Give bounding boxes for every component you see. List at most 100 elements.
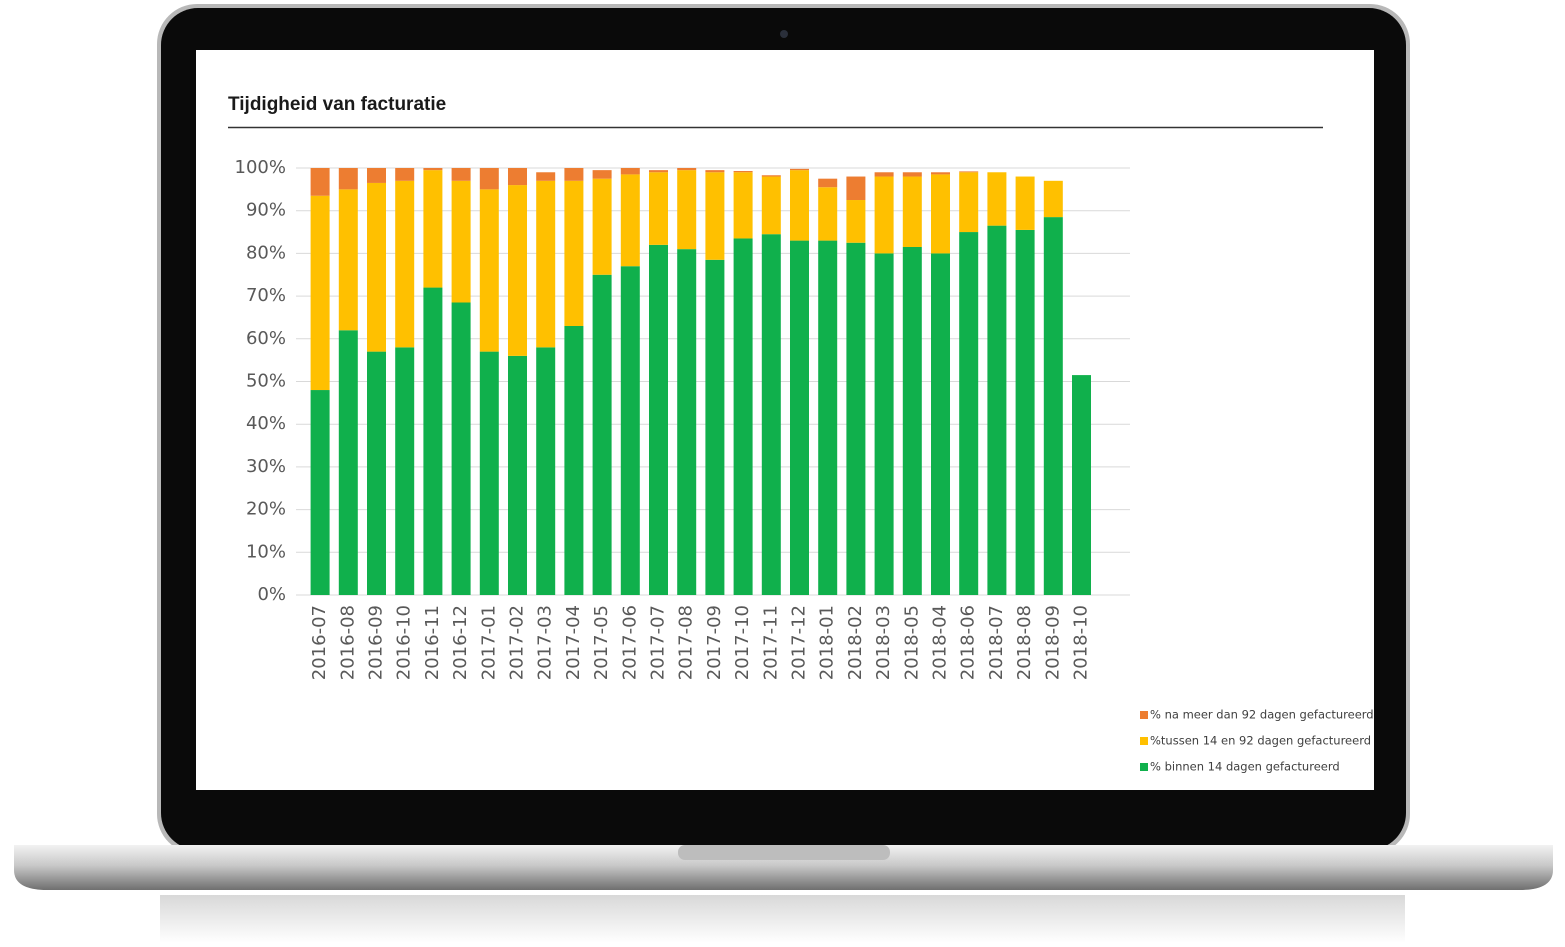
camera <box>780 30 788 38</box>
bar-segment <box>621 174 640 266</box>
bar-segment <box>339 168 358 189</box>
bar-segment <box>931 174 950 253</box>
bar-segment <box>677 249 696 595</box>
y-tick-label: 100% <box>235 157 286 178</box>
bar-segment <box>818 187 837 240</box>
bar-segment <box>423 168 442 170</box>
x-tick-label: 2016-09 <box>366 605 387 680</box>
bar-segment <box>705 260 724 595</box>
bar-segment <box>480 352 499 595</box>
x-tick-label: 2017-07 <box>648 605 669 680</box>
bar-segment <box>395 168 414 181</box>
bar-segment <box>762 175 781 176</box>
x-tick-label: 2017-06 <box>619 605 640 680</box>
legend-swatch <box>1140 737 1148 745</box>
legend-swatch <box>1140 711 1148 719</box>
bar-segment <box>536 347 555 595</box>
bar-segment <box>875 177 894 254</box>
bar-segment <box>564 181 583 326</box>
bar-segment <box>987 172 1006 225</box>
bar-segment <box>339 330 358 595</box>
bar-segment <box>903 177 922 247</box>
bar-segment <box>508 185 527 356</box>
y-tick-label: 0% <box>257 584 286 605</box>
x-tick-label: 2017-02 <box>507 605 528 680</box>
bar-segment <box>762 234 781 595</box>
bar-segment <box>311 390 330 595</box>
bar-segment <box>480 189 499 351</box>
bar-segment <box>790 169 809 170</box>
bar-segment <box>846 200 865 243</box>
x-tick-label: 2018-02 <box>845 605 866 680</box>
bar-segment <box>649 245 668 595</box>
bar-segment <box>508 356 527 595</box>
bar-segment <box>1044 217 1063 595</box>
bar-segment <box>367 352 386 595</box>
x-tick-label: 2017-10 <box>732 605 753 680</box>
y-tick-label: 70% <box>246 285 286 306</box>
y-tick-label: 20% <box>246 499 286 520</box>
bar-segment <box>452 303 471 595</box>
x-tick-label: 2017-08 <box>676 605 697 680</box>
x-tick-label: 2018-08 <box>1014 605 1035 680</box>
bar-segment <box>536 172 555 181</box>
bar-segment <box>1072 375 1091 595</box>
x-tick-label: 2016-08 <box>337 605 358 680</box>
bar-segment <box>593 179 612 275</box>
notch <box>678 845 890 860</box>
legend-label: % na meer dan 92 dagen gefactureerd <box>1150 708 1374 722</box>
bar-segment <box>311 168 330 196</box>
bar-segment <box>903 172 922 176</box>
y-tick-label: 50% <box>246 371 286 392</box>
bar-segment <box>705 170 724 172</box>
bar-segment <box>677 168 696 170</box>
bar-segment <box>621 266 640 595</box>
legend-swatch <box>1140 763 1148 771</box>
y-tick-label: 90% <box>246 200 286 221</box>
bar-segment <box>367 183 386 352</box>
y-tick-label: 80% <box>246 242 286 263</box>
bar-segment <box>959 172 978 232</box>
bar-segment <box>1016 177 1035 230</box>
bar-segment <box>1016 230 1035 595</box>
x-tick-label: 2018-10 <box>1071 605 1092 680</box>
bar-segment <box>508 168 527 185</box>
bar-segment <box>395 181 414 348</box>
x-tick-label: 2016-10 <box>394 605 415 680</box>
bar-segment <box>367 168 386 183</box>
bar-segment <box>818 179 837 188</box>
x-tick-label: 2016-12 <box>450 605 471 680</box>
bar-segment <box>790 170 809 240</box>
legend-label: % binnen 14 dagen gefactureerd <box>1150 760 1340 774</box>
x-tick-label: 2017-09 <box>704 605 725 680</box>
bar-segment <box>903 247 922 595</box>
x-tick-label: 2017-01 <box>478 605 499 680</box>
bar-segment <box>875 253 894 595</box>
bar-segment <box>649 172 668 245</box>
x-tick-label: 2018-07 <box>986 605 1007 680</box>
x-tick-label: 2017-03 <box>535 605 556 680</box>
y-tick-label: 60% <box>246 328 286 349</box>
bar-segment <box>593 275 612 595</box>
bar-segment <box>649 170 668 172</box>
bar-segment <box>959 232 978 595</box>
chart-title: Tijdigheid van facturatie <box>228 94 446 115</box>
bar-segment <box>564 326 583 595</box>
bar-segment <box>593 170 612 179</box>
bar-segment <box>846 177 865 200</box>
bar-segment <box>339 189 358 330</box>
bar-segment <box>423 288 442 595</box>
bar-segment <box>734 171 753 172</box>
bar-segment <box>395 347 414 595</box>
bar-segment <box>959 171 978 172</box>
bar-segment <box>621 168 640 174</box>
bar-segment <box>734 172 753 238</box>
x-tick-label: 2018-04 <box>930 605 951 680</box>
bar-segment <box>790 241 809 595</box>
bar-segment <box>536 181 555 348</box>
bar-segment <box>734 238 753 595</box>
bar-segment <box>423 170 442 287</box>
bar-segment <box>452 181 471 303</box>
legend-label: %tussen 14 en 92 dagen gefactureerd <box>1150 734 1371 748</box>
x-tick-label: 2016-07 <box>309 605 330 680</box>
